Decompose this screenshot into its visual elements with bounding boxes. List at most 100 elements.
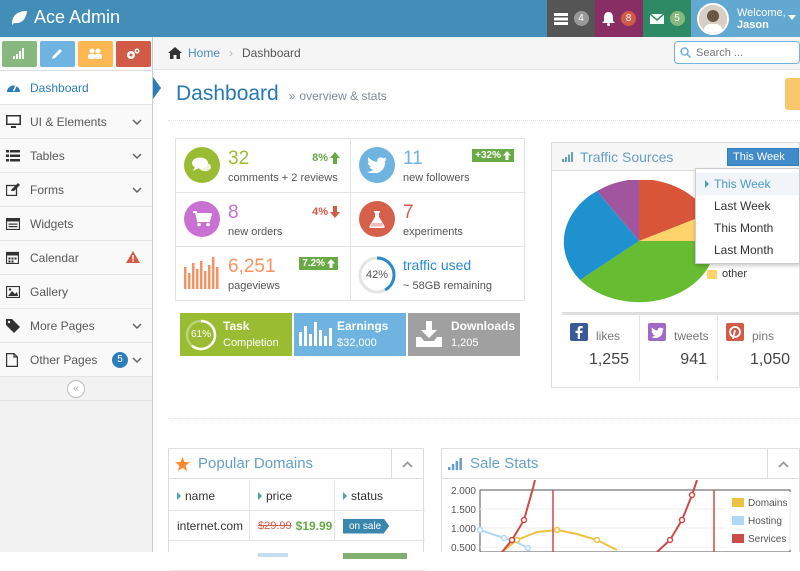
sidebar-item-ui-elements[interactable]: UI & Elements: [0, 105, 152, 139]
y-tick-label: 0.500: [451, 543, 476, 552]
y-tick-label: 2.000: [451, 486, 476, 497]
series-points-hosting: [476, 526, 532, 552]
tasks-icon: [553, 12, 568, 25]
infobox-pageviews: 6,251 pageviews 7.2%: [176, 247, 351, 301]
table-row: [169, 541, 425, 571]
domain-status-cell: on sale: [335, 511, 425, 541]
period-option-last-week[interactable]: Last Week: [714, 199, 771, 213]
sidebar-item-other-pages[interactable]: Other Pages 5: [0, 343, 152, 377]
sidebar-item-label: UI & Elements: [30, 114, 107, 129]
notifications-button[interactable]: 8: [595, 0, 643, 37]
task-progress-ring: [185, 319, 217, 351]
orders-stat-value: 4%: [312, 206, 328, 218]
traffic-progress-ring: [358, 256, 396, 294]
download-icon: [416, 321, 442, 347]
sidebar-item-label: More Pages: [30, 318, 95, 333]
sidebar-item-calendar[interactable]: Calendar: [0, 241, 152, 275]
search-input[interactable]: [696, 46, 791, 59]
period-option-this-month[interactable]: This Month: [714, 221, 774, 235]
column-header-status[interactable]: status: [335, 481, 425, 511]
shortcut-settings-button[interactable]: [115, 40, 151, 67]
sidebar-item-dashboard[interactable]: Dashboard: [0, 71, 161, 105]
y-tick-label: 1.500: [451, 505, 476, 516]
tasks-button[interactable]: 4: [547, 0, 595, 37]
sidebar-item-label: Calendar: [30, 250, 79, 265]
likes-count: 1,255: [588, 351, 629, 368]
followers-label: new followers: [403, 172, 470, 184]
collapse-widget-button[interactable]: [767, 449, 799, 479]
column-header-name[interactable]: name: [169, 481, 250, 511]
pins-count: 1,050: [749, 351, 790, 368]
shortcut-users-button[interactable]: [77, 40, 113, 67]
sidebar-item-more-pages[interactable]: More Pages: [0, 309, 152, 343]
settings-toggle-button[interactable]: [785, 78, 800, 110]
task-completion-tile[interactable]: 61% Task Completion: [180, 313, 292, 356]
legend-label-domains: Domains: [748, 498, 787, 509]
social-tweets: tweets 941: [640, 313, 718, 381]
warning-icon: [126, 251, 140, 266]
downloads-tile[interactable]: Downloads 1,205: [408, 313, 520, 356]
pageviews-badge: 7.2%: [299, 257, 338, 270]
period-option-last-month[interactable]: Last Month: [714, 243, 774, 257]
infobox-traffic: 42% traffic used ~ 58GB remaining: [351, 247, 526, 301]
sidebar-item-widgets[interactable]: Widgets: [0, 207, 152, 241]
infobox-followers: 11 new followers +32%: [351, 139, 526, 193]
signal-icon: [13, 48, 24, 59]
sidebar-item-tables[interactable]: Tables: [0, 139, 152, 173]
bell-icon: [602, 11, 615, 26]
user-menu[interactable]: Welcome, Jason: [691, 0, 800, 37]
period-dropdown-button[interactable]: This Week: [727, 148, 799, 176]
social-pins: pins 1,050: [718, 313, 800, 381]
shortcut-stats-button[interactable]: [1, 40, 37, 67]
avatar: [697, 2, 729, 35]
domain-old-price: $29.99: [258, 520, 292, 532]
welcome-username: Jason: [737, 18, 769, 31]
orders-stat: 4%: [312, 206, 340, 218]
legend-label-services: Services: [748, 534, 786, 545]
flask-icon: [359, 201, 395, 237]
breadcrumb-current: Dashboard: [242, 46, 301, 60]
tweets-label: tweets: [674, 329, 709, 343]
experiments-label: experiments: [403, 226, 463, 238]
sidebar-item-gallery[interactable]: Gallery: [0, 275, 152, 309]
domains-table: name price status internet.com $29.99 $1…: [169, 481, 425, 571]
sidebar-item-label: Tables: [30, 148, 65, 163]
facebook-icon: [570, 323, 588, 341]
traffic-sources-header: Traffic Sources: [552, 143, 799, 171]
cogs-icon: [127, 48, 140, 59]
chevron-down-icon: [132, 354, 142, 366]
collapse-widget-button[interactable]: [391, 449, 423, 479]
arrow-up-icon: [327, 259, 335, 268]
series-points-services: [508, 491, 696, 544]
y-tick-label: 1.000: [451, 524, 476, 535]
legend-swatch-services: [732, 534, 744, 543]
sidebar-shortcuts: [0, 37, 152, 71]
earnings-tile[interactable]: Earnings $32,000: [294, 313, 406, 356]
pencil-icon: [52, 48, 62, 59]
chart-legend: Domains Hosting Services: [724, 492, 796, 550]
period-dropdown-menu: This Week Last Week This Month Last Mont…: [695, 168, 800, 264]
period-option-this-week[interactable]: This Week: [696, 173, 799, 195]
collapse-sidebar-button[interactable]: «: [67, 379, 85, 398]
bar-chart-icon: [299, 322, 332, 346]
pins-label: pins: [752, 329, 775, 343]
shortcut-edit-button[interactable]: [39, 40, 75, 67]
column-header-price[interactable]: price: [250, 481, 335, 511]
tasks-badge: 4: [573, 11, 589, 26]
sidebar-item-label: Dashboard: [30, 80, 89, 95]
sale-stats-widget: Sale Stats 2.000 1.500 1.000 0.500 Domains …: [441, 448, 800, 552]
messages-button[interactable]: 5: [643, 0, 691, 37]
tachometer-icon: [6, 82, 22, 93]
page-subtitle-wrap: » overview & stats: [289, 89, 387, 103]
breadcrumb-home-link[interactable]: Home: [188, 46, 221, 60]
desktop-icon: [6, 115, 22, 128]
sidebar: Dashboard UI & Elements Tables Forms Wid…: [0, 37, 161, 552]
signal-icon: [562, 151, 573, 162]
pageviews-count: 6,251: [228, 256, 276, 277]
brand[interactable]: Ace Admin: [10, 7, 120, 28]
legend-label-other: other: [722, 268, 748, 280]
sidebar-item-forms[interactable]: Forms: [0, 173, 152, 207]
chevron-down-icon: [132, 184, 142, 196]
traffic-pie-chart: [563, 180, 712, 303]
pie-legend-other: other: [707, 268, 747, 280]
